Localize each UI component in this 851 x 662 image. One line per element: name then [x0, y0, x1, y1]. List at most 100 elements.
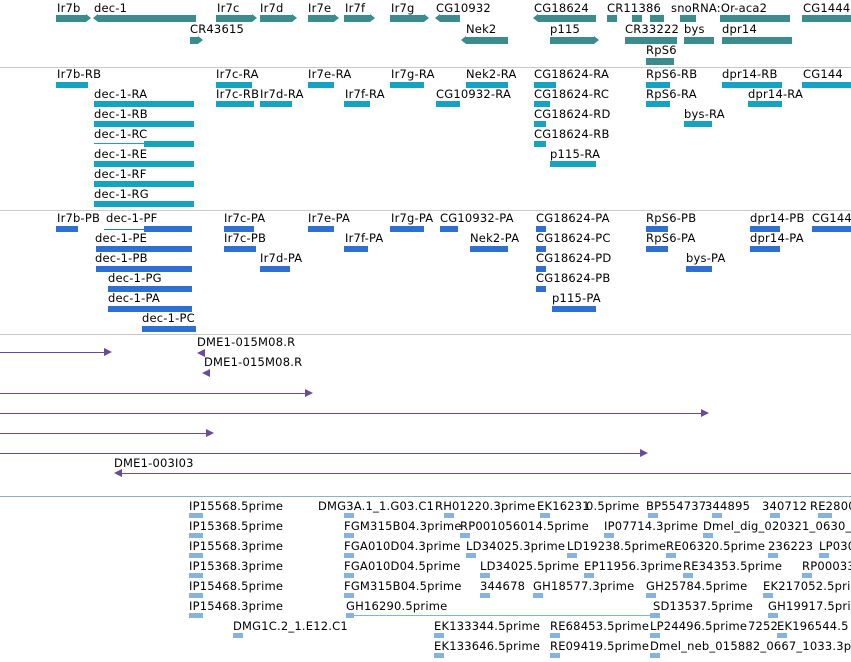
gene-bar[interactable]: [308, 14, 339, 22]
protein-label[interactable]: dpr14-PA: [750, 231, 804, 245]
transcript-label[interactable]: p115-RA: [550, 147, 601, 161]
est-bar[interactable]: [763, 593, 773, 598]
est-label[interactable]: IP15568.3prime: [189, 539, 284, 553]
transcript-bar[interactable]: [684, 121, 712, 127]
gene-label[interactable]: Ir7d: [260, 1, 284, 15]
est-label[interactable]: RE2800: [810, 499, 851, 513]
est-bar[interactable]: [768, 553, 778, 558]
protein-bar[interactable]: [750, 226, 780, 232]
protein-label[interactable]: Ir7g-PA: [391, 211, 434, 225]
transcript-label[interactable]: Ir7g-RA: [391, 68, 435, 81]
gene-bar[interactable]: [216, 14, 257, 22]
protein-bar[interactable]: [96, 246, 192, 252]
est-bar[interactable]: [434, 633, 444, 638]
est-bar[interactable]: [189, 553, 203, 558]
transcript-bar[interactable]: [802, 82, 851, 88]
transcript-label[interactable]: bys-RA: [684, 107, 725, 121]
gene-label[interactable]: Ir7e: [308, 1, 332, 15]
est-label[interactable]: EK16231: [537, 499, 590, 513]
est-bar[interactable]: [480, 593, 490, 598]
est-label[interactable]: IP15568.5prime: [189, 499, 284, 513]
gene-label[interactable]: CG1444: [803, 1, 851, 15]
transcript-label[interactable]: CG18624-RD: [534, 107, 611, 121]
gene-bar[interactable]: [435, 14, 460, 22]
est-bar[interactable]: [819, 553, 829, 558]
protein-label[interactable]: dec-1-PA: [108, 291, 160, 305]
transcript-bar[interactable]: [534, 82, 556, 88]
protein-bar[interactable]: [536, 246, 546, 252]
gene-label[interactable]: snoRNA:Or-aca2: [671, 1, 768, 15]
est-bar[interactable]: [444, 513, 454, 518]
est-bar[interactable]: [650, 613, 660, 618]
est-bar[interactable]: [189, 513, 203, 518]
gene-label[interactable]: CR11386: [607, 1, 662, 15]
est-label[interactable]: RE09419.5prime: [550, 639, 650, 653]
est-label[interactable]: GH19917.5prime: [768, 599, 851, 613]
est-label[interactable]: DMG1C.2_1.E12.C1: [233, 619, 348, 633]
protein-label[interactable]: dpr14-PB: [750, 211, 805, 225]
transcript-bar[interactable]: [550, 161, 596, 167]
est-label[interactable]: EK217052.5prime: [763, 579, 851, 593]
protein-label[interactable]: CG18624-PC: [536, 231, 611, 245]
protein-label[interactable]: CG144: [812, 211, 851, 225]
protein-label[interactable]: CG18624-PB: [536, 271, 611, 285]
gene-bar[interactable]: [607, 15, 617, 22]
protein-bar[interactable]: [108, 306, 192, 312]
est-bar[interactable]: [712, 513, 722, 518]
clone-line[interactable]: [0, 413, 701, 414]
est-bar[interactable]: [777, 633, 787, 638]
est-bar[interactable]: [346, 613, 354, 618]
est-label[interactable]: RE34353.5prime: [683, 559, 783, 573]
transcript-label[interactable]: CG18624-RA: [534, 68, 610, 81]
gene-bar[interactable]: [93, 14, 196, 22]
transcript-label[interactable]: CG10932-RA: [436, 87, 512, 101]
gene-bar[interactable]: [680, 15, 696, 22]
gene-label[interactable]: RpS6: [646, 43, 677, 57]
est-bar[interactable]: [233, 633, 243, 638]
gene-label[interactable]: CG18624: [534, 1, 589, 15]
est-label[interactable]: RP00033: [802, 559, 851, 573]
est-bar[interactable]: [189, 593, 203, 598]
gene-label[interactable]: Ir7g: [391, 1, 415, 15]
est-bar[interactable]: [770, 513, 780, 518]
est-bar[interactable]: [550, 653, 560, 658]
transcript-label[interactable]: dec-1-RA: [94, 87, 148, 101]
transcript-bar[interactable]: [436, 101, 460, 107]
transcript-bar[interactable]: [534, 101, 550, 107]
est-label[interactable]: Dmel_neb_015882_0667_1033.3p: [650, 639, 851, 653]
gene-bar[interactable]: [56, 14, 91, 22]
transcript-label[interactable]: dec-1-RE: [94, 147, 148, 161]
est-label[interactable]: LP030: [819, 539, 851, 553]
est-label[interactable]: GH25784.5prime: [646, 579, 748, 593]
clone-line[interactable]: [0, 352, 104, 353]
protein-bar[interactable]: [470, 246, 508, 252]
protein-bar[interactable]: [536, 226, 546, 232]
protein-bar[interactable]: [308, 226, 334, 232]
protein-label[interactable]: Ir7d-PA: [260, 251, 303, 265]
est-bar[interactable]: [344, 533, 354, 538]
protein-label[interactable]: CG10932-PA: [440, 211, 514, 225]
transcript-bar[interactable]: [94, 101, 194, 107]
protein-label[interactable]: dec-1-PG: [108, 271, 162, 285]
clone-line[interactable]: [0, 393, 305, 394]
transcript-bar[interactable]: [344, 101, 370, 107]
transcript-label[interactable]: Ir7b-RB: [57, 68, 102, 81]
transcript-bar[interactable]: [216, 101, 254, 107]
est-label[interactable]: SD13537.5prime: [653, 599, 754, 613]
est-label[interactable]: LP24496.5prime: [650, 619, 748, 633]
gene-bar[interactable]: [646, 58, 674, 65]
protein-bar[interactable]: [390, 226, 424, 232]
est-bar[interactable]: [703, 533, 713, 538]
est-bar[interactable]: [540, 513, 550, 518]
protein-label[interactable]: p115-PA: [552, 291, 601, 305]
protein-bar[interactable]: [536, 266, 546, 272]
est-label[interactable]: LD34025.3prime: [466, 539, 566, 553]
transcript-bar[interactable]: [390, 82, 424, 88]
est-label[interactable]: IP15368.3prime: [189, 559, 284, 573]
gene-bar[interactable]: [533, 14, 596, 22]
protein-bar[interactable]: [108, 286, 192, 292]
est-bar[interactable]: [550, 633, 560, 638]
gene-bar[interactable]: [190, 36, 203, 44]
transcript-bar[interactable]: [466, 82, 508, 88]
est-label[interactable]: 7252: [748, 619, 779, 633]
